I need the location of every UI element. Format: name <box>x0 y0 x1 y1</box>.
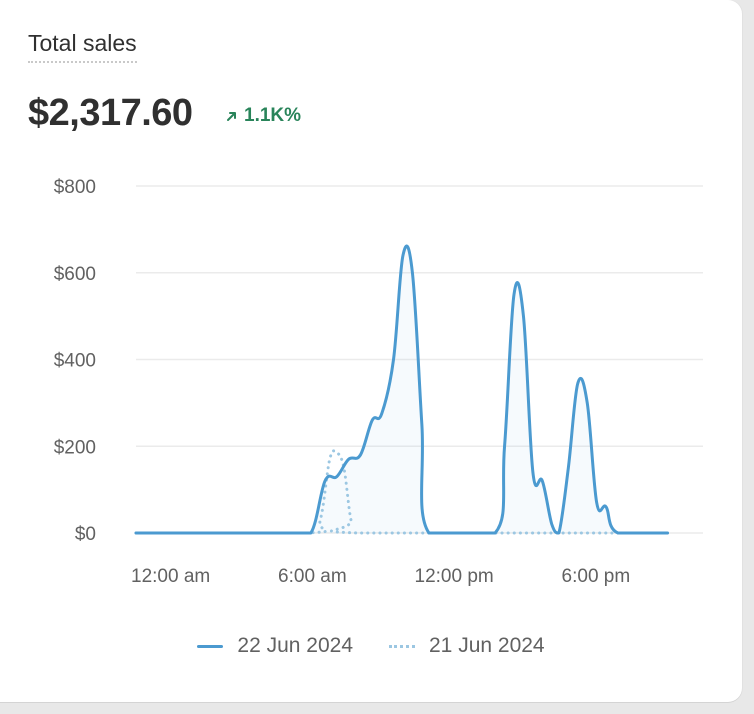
y-tick-label: $600 <box>54 264 96 285</box>
legend-swatch-dotted <box>389 644 415 648</box>
total-sales-card: Total sales $2,317.60 1.1K% $800 $600 $400… <box>0 0 742 702</box>
y-tick-label: $200 <box>54 437 96 458</box>
chart-area-fill <box>136 245 668 533</box>
delta-value: 1.1K% <box>244 105 302 126</box>
card-title[interactable]: Total sales <box>28 30 137 63</box>
y-tick-label: $400 <box>54 351 96 372</box>
legend-label: 22 Jun 2024 <box>237 634 353 657</box>
chart-series <box>134 244 670 535</box>
sales-delta: 1.1K% <box>226 105 301 127</box>
sales-line-chart: $800$600$400$200$0 12:00 am 6:00 am 12:00 … <box>54 177 703 587</box>
y-axis: $800 $600 $400 $200 $0 <box>54 177 96 545</box>
x-tick-label: 6:00 am <box>278 566 347 587</box>
arrow-up-right-icon <box>227 112 236 121</box>
x-tick-label: 12:00 pm <box>415 566 494 587</box>
series-line-previous <box>134 449 670 535</box>
legend-item-previous[interactable]: 21 Jun 2024 <box>389 634 545 658</box>
series-line-current <box>134 244 670 535</box>
legend-item-current[interactable]: 22 Jun 2024 <box>197 634 353 658</box>
total-sales-value: $2,317.60 <box>28 92 193 134</box>
y-tick-label: $0 <box>75 524 96 545</box>
y-tick-label: $800 <box>54 177 96 198</box>
series-area-fill <box>136 245 668 533</box>
x-tick-label: 12:00 am <box>131 566 210 587</box>
legend-swatch-solid <box>197 644 224 648</box>
legend-label: 21 Jun 2024 <box>429 634 545 657</box>
chart-legend: 22 Jun 2024 21 Jun 2024 <box>0 634 742 658</box>
x-tick-label: 6:00 pm <box>562 566 631 587</box>
x-axis: 12:00 am 6:00 am 12:00 pm 6:00 pm <box>131 566 630 587</box>
